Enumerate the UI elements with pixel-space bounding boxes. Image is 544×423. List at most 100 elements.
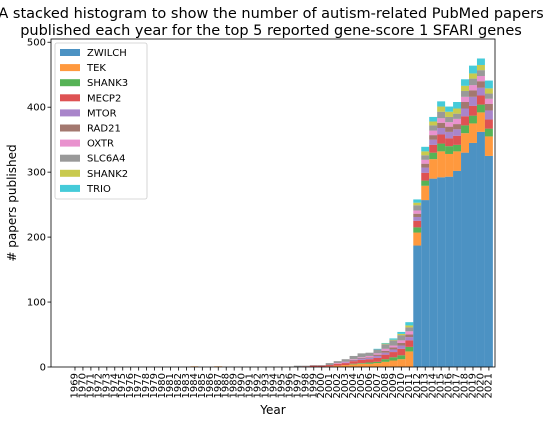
x-tick-label: 1988 bbox=[221, 373, 232, 398]
x-tick-label: 1974 bbox=[109, 373, 120, 398]
bar-tek-2021 bbox=[484, 136, 493, 156]
bar-slc6a4-2019 bbox=[469, 78, 477, 86]
bar-oxtr-2009 bbox=[389, 345, 398, 348]
bar-oxtr-2003 bbox=[341, 361, 350, 363]
bar-slc6a4-2017 bbox=[453, 113, 462, 119]
bar-slc6a4-2015 bbox=[437, 111, 446, 119]
bar-shank2-2012 bbox=[413, 202, 422, 206]
x-tick-label: 1977 bbox=[133, 373, 144, 398]
bar-shank2-2009 bbox=[389, 339, 398, 341]
x-tick-label: 2012 bbox=[412, 373, 423, 398]
bar-slc6a4-2014 bbox=[429, 125, 438, 131]
bar-tek-2016 bbox=[445, 153, 454, 177]
bar-oxtr-2018 bbox=[461, 96, 469, 103]
legend-swatch-trio bbox=[60, 184, 80, 192]
bar-rad21-2021 bbox=[484, 103, 493, 111]
bar-rad21-2009 bbox=[389, 347, 398, 350]
y-tick-label: 500 bbox=[27, 38, 46, 49]
bar-rad21-2016 bbox=[445, 126, 454, 132]
x-tick-label: 2003 bbox=[340, 373, 351, 398]
x-tick-label: 1999 bbox=[308, 373, 319, 398]
x-tick-label: 1980 bbox=[157, 373, 168, 398]
bar-mtor-2021 bbox=[484, 110, 493, 120]
bar-slc6a4-2010 bbox=[397, 335, 406, 341]
bar-tek-2018 bbox=[461, 133, 469, 153]
bar-oxtr-2019 bbox=[469, 85, 477, 91]
y-tick-label: 400 bbox=[27, 103, 46, 114]
bar-rad21-2006 bbox=[365, 357, 374, 358]
x-tick-label: 1995 bbox=[276, 373, 287, 398]
bar-tek-2003 bbox=[341, 365, 350, 367]
legend-swatch-slc6a4 bbox=[60, 154, 80, 162]
bar-tek-2011 bbox=[405, 351, 414, 367]
bar-oxtr-2014 bbox=[429, 130, 438, 136]
bar-rad21-2004 bbox=[349, 359, 358, 361]
bar-mecp2-2008 bbox=[381, 354, 390, 360]
x-tick-label: 2002 bbox=[332, 373, 343, 398]
x-axis-label: Year bbox=[259, 403, 285, 417]
legend-label-shank3: SHANK3 bbox=[87, 78, 128, 89]
bar-shank2-2015 bbox=[437, 106, 446, 112]
x-tick-label: 1996 bbox=[284, 373, 295, 398]
x-tick-label: 1989 bbox=[229, 373, 240, 398]
bar-slc6a4-2006 bbox=[365, 352, 374, 356]
bar-rad21-2007 bbox=[373, 354, 382, 356]
legend-label-tek: TEK bbox=[86, 63, 106, 74]
bar-shank3-2007 bbox=[373, 361, 382, 364]
bar-tek-2004 bbox=[349, 364, 358, 367]
x-tick-label: 2011 bbox=[404, 373, 415, 398]
bar-shank2-2019 bbox=[469, 73, 477, 79]
bar-trio-2013 bbox=[421, 146, 430, 152]
bar-tek-2020 bbox=[476, 112, 485, 132]
bar-shank2-2016 bbox=[445, 111, 454, 117]
bar-slc6a4-2020 bbox=[476, 70, 485, 77]
x-tick-label: 1981 bbox=[165, 373, 176, 398]
bar-mecp2-2020 bbox=[476, 95, 485, 105]
bar-slc6a4-2012 bbox=[413, 205, 422, 211]
bar-shank2-2020 bbox=[476, 64, 485, 71]
bar-tek-2007 bbox=[373, 363, 382, 367]
bar-trio-2012 bbox=[413, 199, 422, 203]
bar-tek-2015 bbox=[437, 151, 446, 178]
bar-mtor-2007 bbox=[373, 355, 382, 358]
bar-oxtr-2004 bbox=[349, 359, 358, 360]
bar-shank3-2013 bbox=[421, 180, 430, 186]
bar-slc6a4-2018 bbox=[461, 90, 469, 97]
bar-trio-2007 bbox=[373, 348, 382, 350]
bar-mecp2-2015 bbox=[437, 134, 446, 144]
bar-zwilch-2018 bbox=[461, 152, 469, 367]
bar-shank3-2011 bbox=[405, 346, 414, 352]
legend-label-slc6a4: SLC6A4 bbox=[87, 154, 125, 165]
bar-zwilch-2021 bbox=[484, 155, 493, 367]
bar-mecp2-2005 bbox=[357, 359, 366, 364]
bar-mecp2-2010 bbox=[397, 348, 406, 356]
bar-mecp2-2002 bbox=[333, 363, 342, 366]
bar-shank2-2011 bbox=[405, 325, 414, 328]
x-tick-label: 2006 bbox=[364, 373, 375, 398]
bar-mecp2-2000 bbox=[317, 365, 326, 367]
legend-label-trio: TRIO bbox=[86, 184, 111, 195]
legend-swatch-zwilch bbox=[60, 49, 80, 56]
bar-trio-2016 bbox=[445, 106, 454, 112]
bar-mecp2-2004 bbox=[349, 361, 358, 364]
x-tick-label: 1997 bbox=[292, 373, 303, 398]
bar-shank3-2020 bbox=[476, 104, 485, 113]
x-tick-label: 1982 bbox=[173, 373, 184, 398]
bar-rad21-2005 bbox=[357, 357, 366, 359]
bar-oxtr-2017 bbox=[453, 118, 462, 125]
bar-rad21-2018 bbox=[461, 102, 469, 109]
bar-oxtr-2008 bbox=[381, 348, 390, 351]
bar-tek-2010 bbox=[397, 359, 406, 367]
bar-mtor-2011 bbox=[405, 337, 414, 341]
legend: ZWILCH TEK SHANK3 MECP2 MTOR RAD21 OXTR SLC6A4 S… bbox=[54, 42, 148, 200]
bar-oxtr-2006 bbox=[365, 355, 374, 358]
bar-mecp2-2003 bbox=[341, 363, 350, 366]
bar-trio-2021 bbox=[484, 80, 493, 89]
bar-zwilch-2012 bbox=[413, 245, 422, 367]
bar-shank3-2006 bbox=[365, 362, 374, 364]
bar-slc6a4-2009 bbox=[389, 340, 398, 346]
bar-mecp2-2019 bbox=[469, 105, 477, 116]
x-tick-label: 1976 bbox=[125, 373, 136, 398]
bar-oxtr-2002 bbox=[333, 363, 342, 364]
x-tick-label: 1994 bbox=[268, 373, 279, 398]
